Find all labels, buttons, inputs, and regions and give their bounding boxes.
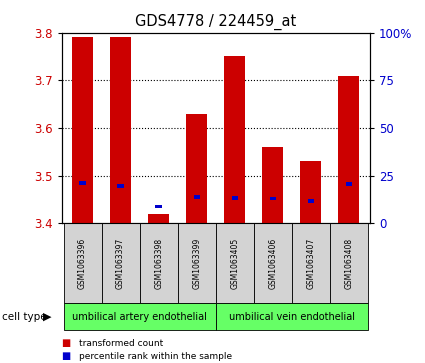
Bar: [269, 196, 276, 200]
Bar: [338, 76, 359, 223]
Text: GSM1063405: GSM1063405: [230, 237, 239, 289]
Bar: [63, 303, 215, 330]
Text: umbilical artery endothelial: umbilical artery endothelial: [72, 312, 207, 322]
Bar: [156, 205, 162, 208]
Bar: [148, 214, 169, 223]
Bar: [102, 223, 139, 303]
Text: GSM1063408: GSM1063408: [344, 238, 353, 289]
Bar: [215, 223, 254, 303]
Text: ■: ■: [62, 351, 71, 362]
Bar: [254, 223, 292, 303]
Bar: [308, 199, 314, 203]
Bar: [346, 182, 352, 186]
Text: GSM1063399: GSM1063399: [192, 237, 201, 289]
Bar: [292, 223, 330, 303]
Text: percentile rank within the sample: percentile rank within the sample: [79, 352, 232, 361]
Bar: [79, 181, 86, 185]
Text: umbilical vein endothelial: umbilical vein endothelial: [229, 312, 355, 322]
Bar: [178, 223, 215, 303]
Text: ■: ■: [62, 338, 71, 348]
Bar: [63, 223, 102, 303]
Bar: [72, 37, 93, 223]
Text: GSM1063398: GSM1063398: [154, 238, 163, 289]
Text: GSM1063396: GSM1063396: [78, 237, 87, 289]
Bar: [193, 195, 200, 199]
Bar: [186, 114, 207, 223]
Bar: [330, 223, 368, 303]
Bar: [117, 184, 124, 188]
Title: GDS4778 / 224459_at: GDS4778 / 224459_at: [135, 14, 296, 30]
Bar: [300, 161, 321, 223]
Bar: [215, 303, 368, 330]
Text: GSM1063397: GSM1063397: [116, 237, 125, 289]
Bar: [262, 147, 283, 223]
Text: ▶: ▶: [42, 312, 51, 322]
Bar: [110, 37, 131, 223]
Bar: [232, 196, 238, 200]
Text: GSM1063407: GSM1063407: [306, 237, 315, 289]
Bar: [224, 57, 245, 223]
Text: GSM1063406: GSM1063406: [268, 237, 277, 289]
Text: cell type: cell type: [2, 312, 47, 322]
Bar: [139, 223, 178, 303]
Text: transformed count: transformed count: [79, 339, 163, 347]
